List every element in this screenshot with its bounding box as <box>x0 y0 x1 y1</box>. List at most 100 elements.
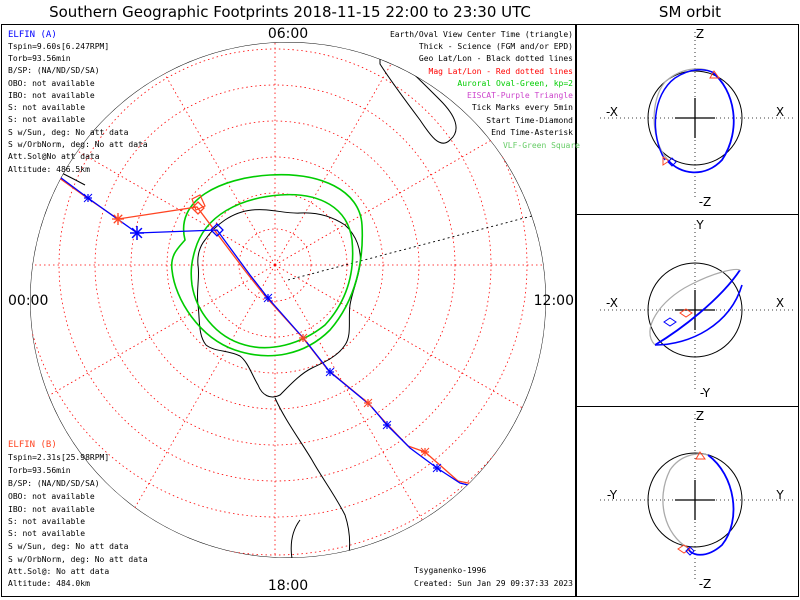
elfin-a-line: S: not available <box>8 115 85 124</box>
mag-longitude-line <box>109 42 276 266</box>
elfin-a-line: Att.Sol@No att data <box>8 152 100 161</box>
elfin-a-tick-d2 <box>325 367 335 377</box>
auroral-oval <box>190 193 354 349</box>
axis-label-left: -X <box>606 296 618 310</box>
elfin-b-tick-d2 <box>363 398 373 408</box>
elfin-a-end-asterisk <box>130 226 144 240</box>
mag-latitude-circle <box>30 42 546 556</box>
elfin-b-line: Tspin=2.31s[25.98RPM] <box>8 453 109 462</box>
elfin-b-line: IBO: not available <box>8 505 95 514</box>
orbit-frame-3 <box>576 406 799 597</box>
asterisk-stroke <box>131 227 143 239</box>
elfin-a-tick-d2 <box>382 420 392 430</box>
south-america-coast <box>290 519 301 558</box>
orbit-a-front-path <box>654 68 715 161</box>
africa-coast <box>30 199 51 211</box>
orbit-marker <box>679 308 693 318</box>
chart-title: Southern Geographic Footprints 2018-11-1… <box>49 3 531 21</box>
elfin-a-line: S: not available <box>8 103 85 112</box>
elfin-b-tick <box>363 398 373 408</box>
elfin-a-line: S w/Sun, deg: No att data <box>8 128 129 137</box>
mag-longitude-line <box>274 42 441 266</box>
orbit-panel-yz: Z -Z -Y Y <box>607 409 784 591</box>
elfin-b-track <box>47 169 489 488</box>
orbit-b-path <box>654 269 741 346</box>
elfin-a-line: IBO: not available <box>8 91 95 100</box>
elfin-b-line: S: not available <box>8 517 85 526</box>
legend-item: Tick Marks every 5min <box>472 103 573 112</box>
auroral-oval <box>170 173 364 357</box>
elfin-b-tick-d2 <box>420 447 430 457</box>
mag-longitude-line <box>30 264 276 431</box>
orbit-frame-1 <box>576 24 799 215</box>
axis-label-right: X <box>776 296 784 310</box>
orbit-a-path <box>667 71 735 174</box>
elfin-b-end-asterisk <box>112 213 124 225</box>
orbit-panel-xy: Y -Y -X X <box>606 218 784 400</box>
australia-coast <box>379 42 457 144</box>
clock-label-bottom: 18:00 <box>268 578 308 594</box>
axis-label-right: X <box>776 105 784 119</box>
clock-label-top: 06:00 <box>268 26 308 42</box>
antarctica-outline <box>196 209 361 398</box>
elfin-a-tick <box>83 193 93 203</box>
mag-longitude-line <box>109 264 276 551</box>
elfin-b-tick <box>420 447 430 457</box>
orbit-c-path <box>687 454 735 556</box>
elfin-a-line: Tspin=9.60s[6.247RPM] <box>8 42 109 51</box>
orbit-marker <box>667 157 677 167</box>
elfin-a-line: S w/OrbNorm, deg: No att data <box>8 140 148 149</box>
legend-item: Mag Lat/Lon - Red dotted lines <box>429 67 574 76</box>
elfin-a-line: Torb=93.56min <box>8 54 71 63</box>
axis-label-top: Z <box>696 409 704 423</box>
elfin-a-tick <box>325 367 335 377</box>
elfin-b-start-triangle <box>191 194 206 211</box>
elfin-b-line: OBO: not available <box>8 492 95 501</box>
orbit-marker <box>685 546 695 556</box>
created-label: Created: Sun Jan 29 09:37:33 2023 <box>414 579 573 588</box>
axis-label-left: -X <box>606 105 618 119</box>
elfin-a-tick <box>432 463 442 473</box>
orbit-b-front-path <box>654 284 743 346</box>
elfin-b-info: ELFIN (B) Tspin=2.31s[25.98RPM] Torb=93.… <box>8 440 148 588</box>
elfin-b-name: ELFIN (B) <box>8 440 57 450</box>
orbit-a-hidden-path <box>653 68 713 161</box>
elfin-b-line: Torb=93.56min <box>8 466 71 475</box>
elfin-a-info: ELFIN (A) Tspin=9.60s[6.247RPM] Torb=93.… <box>8 30 148 174</box>
axis-label-bottom: -Z <box>699 195 712 209</box>
elfin-a-tick-d2 <box>432 463 442 473</box>
elfin-b-line: Altitude: 484.0km <box>8 579 90 588</box>
elfin-b-line: S w/Sun, deg: No att data <box>8 542 129 551</box>
legend-item: EISCAT-Purple Triangle <box>467 91 573 100</box>
orbit-marker <box>663 317 677 327</box>
model-label: Tsyganenko-1996 <box>414 566 486 575</box>
elfin-a-line: Altitude: 486.5km <box>8 165 90 174</box>
earth-circle <box>647 262 743 358</box>
axis-label-top: Z <box>696 27 704 41</box>
earth-circle <box>647 70 743 166</box>
axis-label-bottom: -Z <box>699 577 712 591</box>
elfin-b-tick-d2 <box>298 333 308 343</box>
elfin-a-line: B/SP: (NA/ND/SD/SA) <box>8 66 100 75</box>
orbit-marker <box>695 451 706 460</box>
legend: Earth/Oval View Center Time (triangle) T… <box>390 30 580 150</box>
elfin-a-name: ELFIN (A) <box>8 30 57 40</box>
elfin-b-line: S: not available <box>8 529 85 538</box>
axis-label-left: -Y <box>607 488 618 502</box>
legend-item: Thick - Science (FGM and/or EPD) <box>419 42 573 51</box>
orbit-marker <box>709 70 720 79</box>
orbit-marker <box>662 156 670 166</box>
map-frame <box>1 24 576 597</box>
orbit-panel-xz: Z -Z -X X <box>606 27 784 209</box>
elfin-a-tick <box>263 293 273 303</box>
orbit-title: SM orbit <box>659 3 721 21</box>
legend-item: Start Time-Diamond <box>486 116 573 125</box>
mag-longitude-line <box>274 264 546 431</box>
geo-longitude-line <box>287 205 546 281</box>
elfin-a-tick-d2 <box>83 193 93 203</box>
south-america-coast <box>274 397 351 558</box>
legend-item: Geo Lat/Lon - Black dotted lines <box>419 54 573 63</box>
elfin-a-tick-d2 <box>263 293 273 303</box>
mag-longitude-line <box>274 264 441 551</box>
